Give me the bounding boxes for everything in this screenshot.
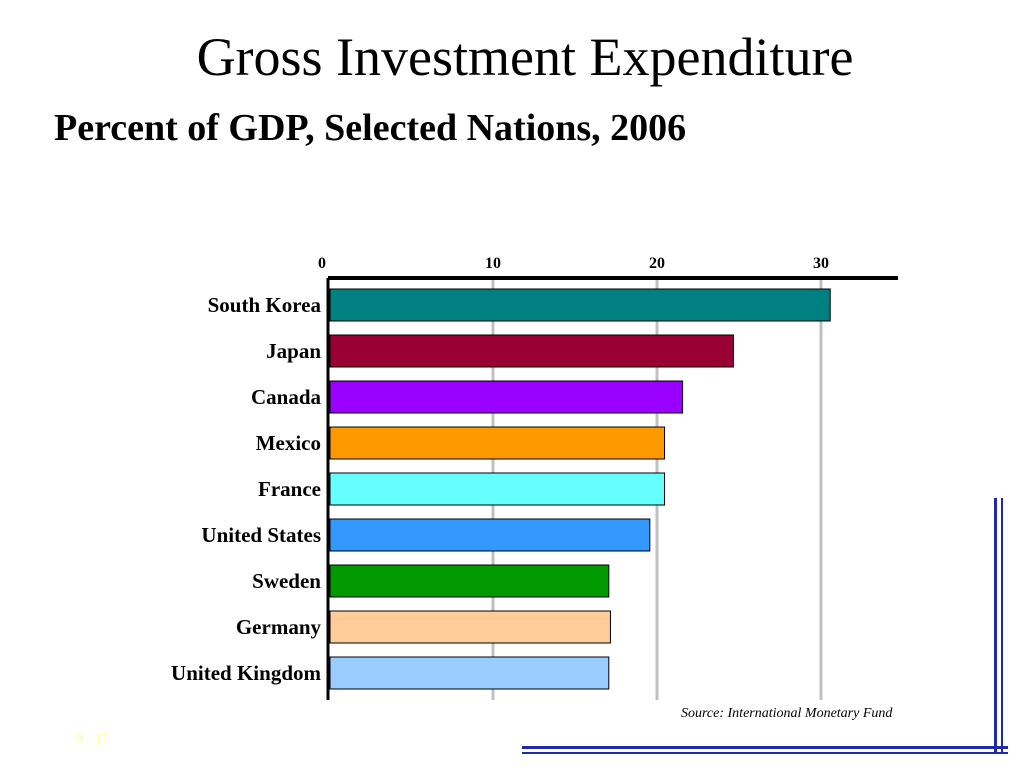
tick-label: 0: [318, 255, 326, 272]
source-note: Source: International Monetary Fund: [681, 706, 893, 721]
bar: [329, 610, 611, 644]
bar: [329, 334, 734, 368]
slide-subtitle: Percent of GDP, Selected Nations, 2006: [54, 107, 687, 149]
category-label: South Korea: [208, 293, 322, 317]
bar: [329, 380, 684, 414]
tick-label: 20: [649, 255, 665, 272]
category-label: Sweden: [252, 569, 321, 593]
bar: [329, 426, 666, 460]
category-label: United Kingdom: [171, 661, 321, 685]
bar: [329, 472, 666, 506]
frame-line-vertical: [1001, 498, 1003, 754]
frame-line-horizontal: [522, 746, 1008, 749]
tick-label: 10: [485, 255, 501, 272]
bar: [329, 288, 831, 322]
category-label: Canada: [251, 385, 322, 409]
bar: [329, 564, 610, 598]
category-label: United States: [201, 523, 321, 547]
slide-title: Gross Investment Expenditure: [196, 27, 854, 87]
frame-line-vertical: [994, 498, 997, 754]
category-label: France: [258, 477, 321, 501]
bar: [329, 656, 610, 690]
tick-label: 30: [813, 255, 829, 272]
slide-number: 9 - 17: [76, 732, 109, 747]
category-label: Japan: [266, 339, 321, 363]
frame-line-horizontal: [522, 752, 1008, 754]
category-label: Mexico: [256, 431, 321, 455]
bar: [329, 518, 651, 552]
category-label: Germany: [236, 615, 322, 639]
